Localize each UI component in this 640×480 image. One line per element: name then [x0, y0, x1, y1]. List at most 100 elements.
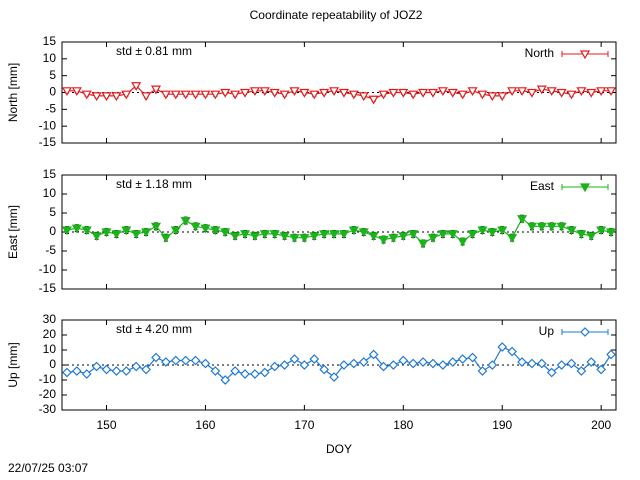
- y-tick-label: -5: [45, 243, 56, 257]
- marker: [259, 230, 270, 240]
- y-tick-label: -10: [39, 372, 57, 386]
- marker: [467, 87, 478, 97]
- marker: [467, 230, 478, 240]
- marker: [200, 224, 211, 234]
- legend-label: Up: [539, 324, 555, 338]
- marker: [536, 358, 547, 369]
- y-tick-label: 15: [43, 167, 57, 181]
- marker: [447, 230, 458, 240]
- marker: [329, 87, 340, 97]
- marker: [596, 87, 607, 97]
- marker: [289, 87, 300, 97]
- marker: [240, 369, 250, 379]
- marker: [556, 88, 567, 98]
- x-tick-label: 150: [97, 418, 117, 432]
- marker: [536, 222, 547, 232]
- y-tick-label: 5: [49, 68, 56, 82]
- marker: [348, 226, 359, 236]
- marker: [526, 88, 537, 98]
- marker: [200, 358, 211, 369]
- marker: [259, 367, 270, 378]
- marker: [249, 232, 260, 242]
- marker: [121, 226, 132, 236]
- marker: [418, 239, 429, 249]
- marker: [289, 354, 300, 364]
- y-tick-label: -10: [39, 262, 57, 276]
- marker: [388, 360, 399, 370]
- y-tick-label: 0: [49, 85, 56, 99]
- marker: [269, 230, 280, 240]
- marker: [131, 361, 142, 372]
- marker: [230, 366, 240, 376]
- annotation: std ± 1.18 mm: [116, 177, 192, 191]
- marker: [160, 234, 171, 243]
- marker: [438, 360, 448, 370]
- marker: [507, 234, 518, 243]
- marker: [418, 88, 429, 98]
- marker: [586, 357, 597, 367]
- marker: [596, 364, 607, 375]
- marker: [579, 50, 591, 60]
- marker: [250, 369, 260, 379]
- marker: [190, 222, 201, 232]
- marker: [566, 90, 577, 100]
- marker: [101, 364, 112, 375]
- marker: [526, 222, 537, 232]
- marker: [309, 354, 320, 364]
- marker: [368, 349, 379, 360]
- marker: [220, 88, 231, 98]
- y-tick-label: 15: [43, 34, 57, 48]
- marker: [210, 226, 221, 236]
- marker: [579, 183, 591, 193]
- marker: [388, 88, 399, 98]
- marker: [378, 236, 389, 245]
- marker: [121, 90, 132, 100]
- timestamp: 22/07/25 03:07: [8, 461, 88, 475]
- marker: [507, 87, 518, 97]
- marker: [546, 222, 557, 232]
- marker: [516, 87, 528, 97]
- marker: [91, 232, 102, 242]
- marker: [398, 232, 409, 242]
- marker: [309, 232, 320, 242]
- marker: [596, 226, 607, 236]
- marker: [220, 375, 231, 385]
- marker: [151, 352, 161, 363]
- marker: [101, 92, 112, 102]
- marker: [576, 230, 587, 240]
- legend-label: North: [525, 46, 554, 60]
- marker: [527, 358, 537, 369]
- x-tick-label: 200: [591, 418, 611, 432]
- y-tick-label: 10: [43, 186, 57, 200]
- marker: [447, 88, 458, 98]
- marker: [141, 92, 152, 102]
- marker: [180, 90, 191, 100]
- marker: [576, 87, 587, 97]
- marker: [170, 90, 181, 100]
- marker: [111, 366, 122, 376]
- marker: [101, 228, 112, 238]
- marker: [81, 369, 92, 379]
- marker: [427, 88, 439, 98]
- marker: [190, 90, 201, 100]
- marker: [299, 88, 310, 98]
- marker: [487, 92, 498, 102]
- marker: [457, 237, 468, 247]
- marker: [477, 366, 488, 376]
- marker: [507, 346, 517, 357]
- marker: [71, 224, 82, 234]
- marker: [180, 355, 191, 366]
- marker: [606, 228, 617, 238]
- annotation: std ± 0.81 mm: [116, 44, 192, 58]
- marker: [190, 355, 201, 366]
- marker: [408, 90, 419, 100]
- plot-frame: [61, 41, 617, 144]
- marker: [338, 88, 349, 98]
- x-axis-label: DOY: [326, 442, 352, 456]
- plot-frame: [61, 174, 617, 290]
- marker: [61, 87, 72, 97]
- marker: [259, 87, 270, 97]
- marker: [180, 217, 191, 226]
- marker: [606, 349, 616, 360]
